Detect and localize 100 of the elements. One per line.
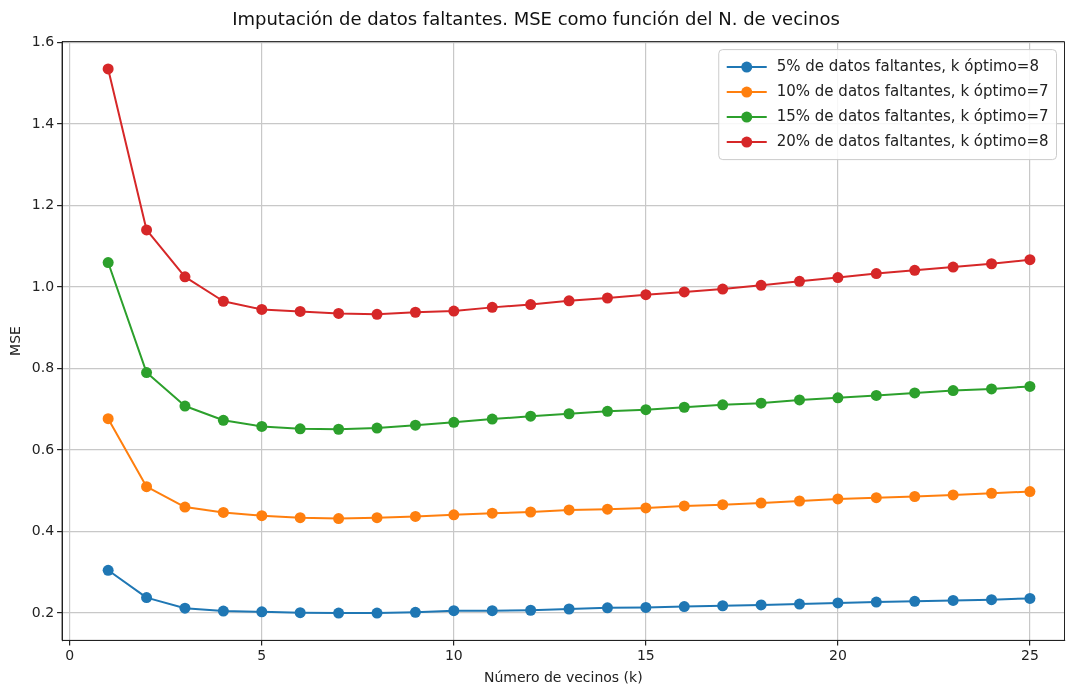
point xyxy=(294,423,306,435)
point xyxy=(601,405,613,417)
legend-label: 10% de datos faltantes, k óptimo=7 xyxy=(776,81,1049,100)
point xyxy=(294,607,306,619)
point xyxy=(256,303,268,315)
point xyxy=(870,389,882,401)
point xyxy=(755,279,767,291)
point xyxy=(563,603,575,615)
x-tick-label: 5 xyxy=(257,647,267,664)
chart-title: Imputación de datos faltantes. MSE como función del N. de vecinos xyxy=(232,8,840,30)
x-tick-label: 10 xyxy=(444,647,463,664)
point xyxy=(870,268,882,280)
point xyxy=(832,272,844,284)
point xyxy=(717,600,729,612)
point xyxy=(678,601,690,613)
point xyxy=(793,275,805,287)
point xyxy=(1024,592,1036,604)
point xyxy=(333,607,345,619)
point xyxy=(141,224,153,236)
point xyxy=(832,493,844,505)
point xyxy=(448,605,460,617)
legend-label: 20% de datos faltantes, k óptimo=8 xyxy=(776,131,1049,150)
point xyxy=(909,491,921,503)
point xyxy=(793,394,805,406)
point xyxy=(986,258,998,270)
point xyxy=(448,416,460,428)
point xyxy=(717,399,729,411)
point xyxy=(601,292,613,304)
point xyxy=(640,601,652,613)
point xyxy=(947,594,959,606)
point xyxy=(217,295,229,307)
y-axis-title: MSE xyxy=(7,326,24,356)
y-tick-label: 1.6 xyxy=(31,33,55,50)
point xyxy=(601,503,613,515)
point xyxy=(179,400,191,412)
y-tick-label: 1.2 xyxy=(31,196,55,213)
point xyxy=(141,367,153,379)
y-tick-label: 0.6 xyxy=(31,440,55,457)
point xyxy=(717,283,729,295)
point xyxy=(793,495,805,507)
point xyxy=(179,271,191,283)
point xyxy=(832,392,844,404)
point xyxy=(102,257,114,269)
x-tick-label: 0 xyxy=(65,647,75,664)
point xyxy=(409,419,421,431)
point xyxy=(102,564,114,576)
point xyxy=(486,507,498,519)
point xyxy=(986,594,998,606)
point xyxy=(640,502,652,514)
point xyxy=(755,497,767,509)
point xyxy=(525,506,537,518)
point xyxy=(755,397,767,409)
point xyxy=(1024,254,1036,266)
point xyxy=(909,264,921,276)
point xyxy=(102,63,114,75)
y-tick-label: 1.4 xyxy=(31,114,55,131)
point xyxy=(409,306,421,318)
legend-label: 15% de datos faltantes, k óptimo=7 xyxy=(776,106,1049,125)
x-tick-label: 20 xyxy=(828,647,847,664)
point xyxy=(525,299,537,311)
y-tick-label: 1.0 xyxy=(31,277,55,294)
point xyxy=(870,596,882,608)
point xyxy=(371,422,383,434)
point xyxy=(986,487,998,499)
point xyxy=(678,286,690,298)
point xyxy=(909,387,921,399)
point xyxy=(947,489,959,501)
point xyxy=(371,607,383,619)
point xyxy=(371,308,383,320)
point xyxy=(947,261,959,273)
point xyxy=(102,413,114,425)
point xyxy=(563,295,575,307)
y-tick-label: 0.8 xyxy=(31,359,55,376)
point xyxy=(486,413,498,425)
point xyxy=(563,504,575,516)
point xyxy=(909,595,921,607)
point xyxy=(448,305,460,317)
point xyxy=(217,414,229,426)
point xyxy=(294,305,306,317)
point xyxy=(563,408,575,420)
point xyxy=(1024,380,1036,392)
point xyxy=(294,512,306,524)
legend-label: 5% de datos faltantes, k óptimo=8 xyxy=(776,56,1039,75)
point xyxy=(640,289,652,301)
point xyxy=(256,510,268,522)
point xyxy=(486,301,498,313)
point xyxy=(525,410,537,422)
point xyxy=(717,499,729,511)
y-tick-label: 0.4 xyxy=(31,522,55,539)
point xyxy=(448,509,460,521)
x-tick-label: 25 xyxy=(1021,647,1039,664)
point xyxy=(141,592,153,604)
point xyxy=(256,420,268,432)
point xyxy=(141,481,153,493)
y-tick-label: 0.2 xyxy=(31,603,55,620)
point xyxy=(486,605,498,617)
point xyxy=(217,605,229,617)
x-axis-title: Número de vecinos (k) xyxy=(483,669,643,686)
point xyxy=(333,307,345,319)
point xyxy=(409,606,421,618)
